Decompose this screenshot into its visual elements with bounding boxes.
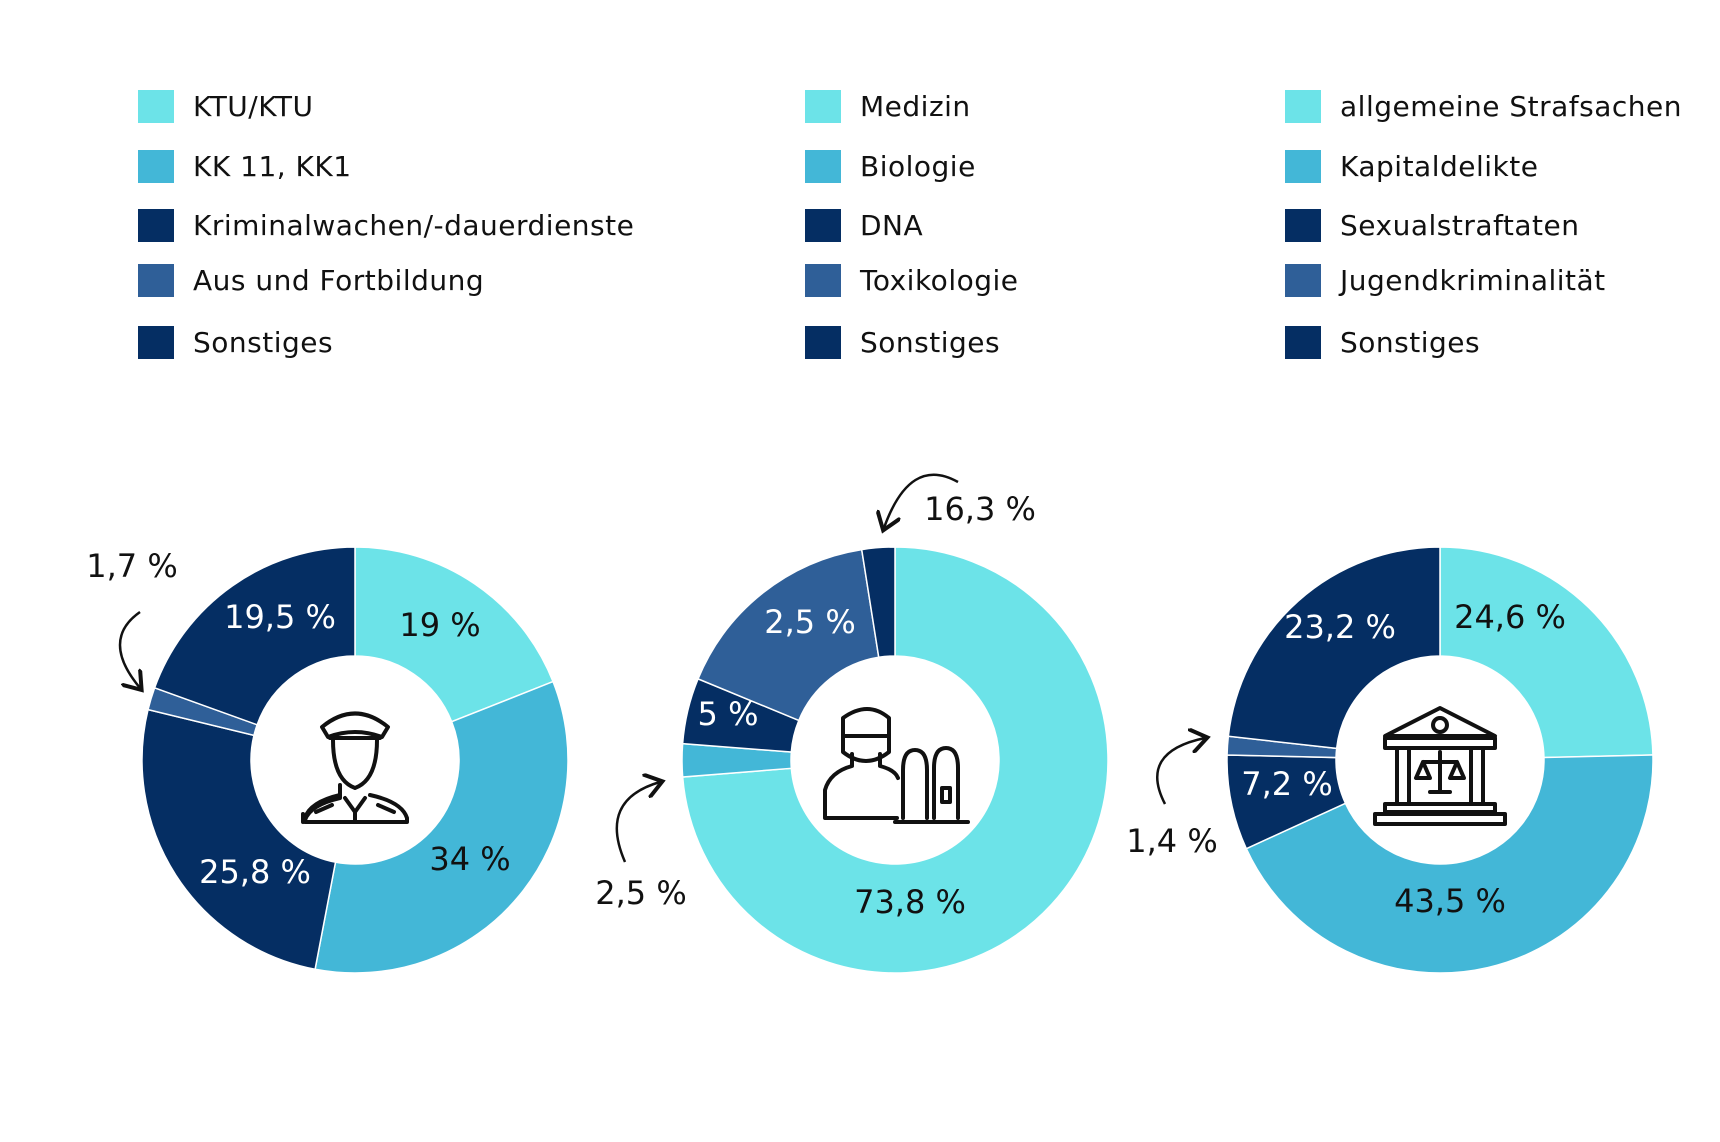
legend-swatch bbox=[138, 90, 174, 123]
slice-data-label: 19 % bbox=[399, 606, 480, 644]
legend-swatch bbox=[1285, 209, 1321, 242]
legend-swatch bbox=[805, 90, 841, 123]
slice-data-label: 73,8 % bbox=[854, 883, 966, 921]
slice-data-label: 1,4 % bbox=[1126, 822, 1217, 860]
legend-label: KK 11, KK1 bbox=[193, 150, 352, 183]
slice-data-label: 1,7 % bbox=[86, 547, 177, 585]
legend-label: Sonstiges bbox=[1340, 326, 1481, 359]
slice-data-label: 43,5 % bbox=[1394, 882, 1506, 920]
legend-swatch bbox=[805, 150, 841, 183]
legend-label: Kriminalwachen/-dauerdienste bbox=[193, 209, 635, 242]
callout-arrow-medicine-other bbox=[884, 473, 959, 528]
donut-slice bbox=[153, 546, 356, 726]
slice-data-label: 2,5 % bbox=[764, 603, 855, 641]
slice-data-label: 7,2 % bbox=[1241, 765, 1332, 803]
legend-label: Biologie bbox=[860, 150, 976, 183]
slice-data-label: 25,8 % bbox=[199, 853, 311, 891]
slice-data-label: 34 % bbox=[429, 840, 510, 878]
legend-label: Toxikologie bbox=[860, 264, 1019, 297]
donut-slice bbox=[697, 548, 880, 722]
legend-swatch bbox=[1285, 326, 1321, 359]
legend-label: Sonstiges bbox=[193, 326, 334, 359]
legend-swatch bbox=[138, 326, 174, 359]
legend-label: Sonstiges bbox=[860, 326, 1001, 359]
courthouse-icon bbox=[1373, 706, 1507, 826]
slice-data-label: 19,5 % bbox=[224, 598, 336, 636]
legend-swatch bbox=[1285, 90, 1321, 123]
donut-slice bbox=[1439, 546, 1654, 759]
legend-swatch bbox=[805, 326, 841, 359]
legend-label: Aus und Fortbildung bbox=[193, 264, 485, 297]
callout-arrow-medicine-biology bbox=[615, 782, 660, 863]
legend-label: Kapitaldelikte bbox=[1340, 150, 1539, 183]
slice-data-label: 16,3 % bbox=[924, 490, 1036, 528]
donut-slice bbox=[681, 546, 1109, 974]
legend-area: KTU/KTU KK 11, KK1 Kriminalwachen/-dauerdi… bbox=[0, 0, 1720, 380]
legend-swatch bbox=[1285, 150, 1321, 183]
forensic-doctor-icon bbox=[823, 707, 970, 824]
slice-data-label: 24,6 % bbox=[1454, 598, 1566, 636]
donut-charts: 19 % 34 % 25,8 % 1,7 % 19,5 % 73,8 % 2,5 % 5 %… bbox=[86, 473, 1654, 974]
donut-slice bbox=[860, 546, 896, 659]
legend-label: KTU/KTU bbox=[193, 90, 314, 123]
donut-slice bbox=[1227, 546, 1441, 750]
callout-arrow-police-fortbildung bbox=[118, 610, 140, 688]
donut-chart-medicine: 73,8 % 2,5 % 5 % 16,3 % 2,5 % bbox=[595, 490, 1109, 974]
legend-swatch bbox=[138, 209, 174, 242]
legend-swatch bbox=[805, 209, 841, 242]
donut-slice bbox=[1245, 754, 1654, 974]
slice-data-label: 2,5 % bbox=[595, 874, 686, 912]
legend-label: allgemeine Strafsachen bbox=[1340, 90, 1683, 123]
legend-swatch bbox=[805, 264, 841, 297]
legend-label: Sexualstraftaten bbox=[1340, 209, 1580, 242]
legend-label: Jugendkriminalität bbox=[1340, 264, 1606, 297]
donut-slice bbox=[314, 680, 569, 974]
legend-swatch bbox=[138, 150, 174, 183]
donut-chart-police: 19 % 34 % 25,8 % 1,7 % 19,5 % bbox=[86, 546, 569, 974]
legend-swatch bbox=[1285, 264, 1321, 297]
legend-label: Medizin bbox=[860, 90, 971, 123]
legend-swatch bbox=[138, 264, 174, 297]
donut-slice bbox=[141, 708, 337, 971]
slice-data-label: 23,2 % bbox=[1284, 608, 1396, 646]
police-officer-icon bbox=[301, 711, 409, 824]
donut-chart-justice: 24,6 % 43,5 % 7,2 % 1,4 % 23,2 % bbox=[1126, 546, 1654, 974]
donut-slice bbox=[354, 546, 555, 723]
slice-data-label: 5 % bbox=[698, 695, 759, 733]
legend-label: DNA bbox=[860, 209, 924, 242]
callout-arrow-justice-juvenile bbox=[1156, 738, 1205, 805]
